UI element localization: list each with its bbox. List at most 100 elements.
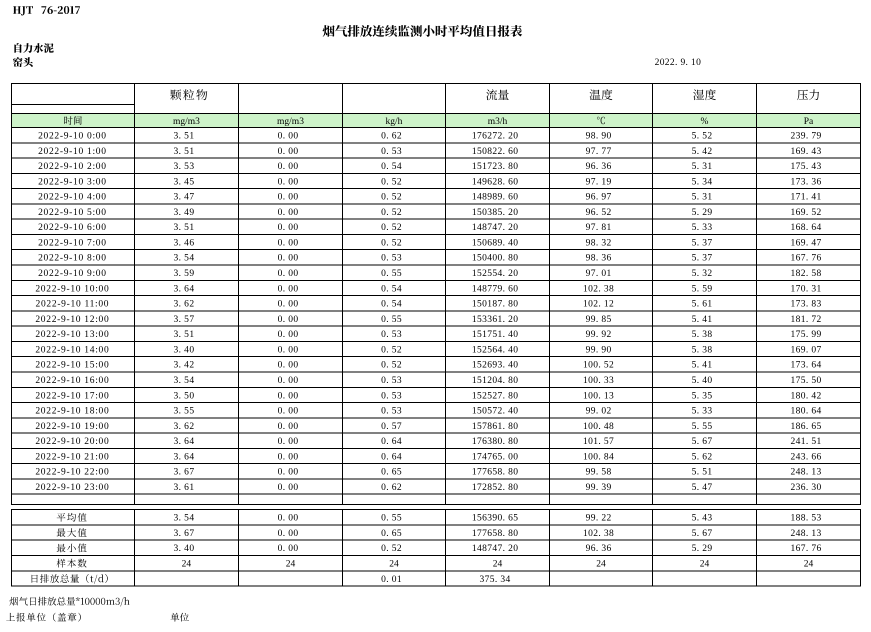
svg-text:243. 66: 243. 66 — [791, 452, 822, 462]
svg-text:5. 37: 5. 37 — [692, 238, 713, 248]
svg-text:Pa: Pa — [804, 117, 814, 127]
svg-text:3. 57: 3. 57 — [174, 315, 195, 325]
svg-text:100. 52: 100. 52 — [583, 361, 614, 371]
svg-text:2022-9-10 2:00: 2022-9-10 2:00 — [38, 162, 107, 172]
svg-text:175. 99: 175. 99 — [791, 330, 822, 340]
svg-text:173. 36: 173. 36 — [791, 177, 822, 187]
svg-text:175. 50: 175. 50 — [791, 376, 822, 386]
svg-text:173. 64: 173. 64 — [791, 361, 822, 371]
svg-text:248. 13: 248. 13 — [791, 468, 822, 478]
svg-text:5. 41: 5. 41 — [692, 361, 713, 371]
svg-text:102. 38: 102. 38 — [583, 529, 614, 539]
svg-text:97. 81: 97. 81 — [586, 223, 612, 233]
svg-text:99. 22: 99. 22 — [586, 514, 612, 524]
svg-text:5. 43: 5. 43 — [692, 514, 713, 524]
svg-text:99. 39: 99. 39 — [586, 483, 612, 493]
svg-text:0. 55: 0. 55 — [381, 269, 402, 279]
svg-text:150187. 80: 150187. 80 — [472, 300, 519, 310]
svg-text:3. 67: 3. 67 — [174, 468, 195, 478]
svg-text:3. 40: 3. 40 — [174, 345, 195, 355]
svg-text:m3/h: m3/h — [488, 117, 508, 127]
svg-text:2022. 9. 10: 2022. 9. 10 — [655, 58, 702, 68]
svg-text:2022-9-10 3:00: 2022-9-10 3:00 — [38, 177, 107, 187]
svg-text:98. 90: 98. 90 — [586, 131, 612, 141]
svg-text:5. 67: 5. 67 — [692, 529, 713, 539]
svg-text:3. 50: 3. 50 — [174, 391, 195, 401]
svg-text:3. 51: 3. 51 — [174, 131, 195, 141]
svg-text:0. 00: 0. 00 — [278, 544, 299, 554]
svg-text:kg/h: kg/h — [386, 117, 403, 127]
svg-text:3. 51: 3. 51 — [174, 147, 195, 157]
svg-text:173. 83: 173. 83 — [791, 300, 822, 310]
svg-text:0. 65: 0. 65 — [381, 529, 402, 539]
svg-text:%: % — [701, 117, 709, 127]
svg-text:100. 13: 100. 13 — [583, 391, 614, 401]
svg-text:2022-9-10 23:00: 2022-9-10 23:00 — [35, 483, 109, 493]
svg-text:99. 02: 99. 02 — [586, 407, 612, 417]
svg-text:97. 77: 97. 77 — [586, 147, 612, 157]
svg-text:0. 55: 0. 55 — [381, 514, 402, 524]
svg-text:3. 54: 3. 54 — [174, 514, 195, 524]
svg-text:175. 43: 175. 43 — [791, 162, 822, 172]
svg-text:102. 38: 102. 38 — [583, 284, 614, 294]
svg-text:148747. 20: 148747. 20 — [472, 223, 519, 233]
svg-text:151723. 80: 151723. 80 — [472, 162, 519, 172]
svg-text:5. 38: 5. 38 — [692, 330, 713, 340]
svg-text:5. 52: 5. 52 — [692, 131, 713, 141]
svg-text:0. 52: 0. 52 — [381, 345, 402, 355]
svg-text:24: 24 — [182, 560, 192, 570]
svg-text:5. 51: 5. 51 — [692, 468, 713, 478]
svg-text:2022-9-10 13:00: 2022-9-10 13:00 — [35, 330, 109, 340]
svg-text:0. 00: 0. 00 — [278, 315, 299, 325]
svg-text:100. 33: 100. 33 — [583, 376, 614, 386]
svg-text:151751. 40: 151751. 40 — [472, 330, 519, 340]
svg-text:169. 52: 169. 52 — [791, 208, 822, 218]
svg-text:0. 53: 0. 53 — [381, 330, 402, 340]
svg-text:2022-9-10 8:00: 2022-9-10 8:00 — [38, 254, 107, 264]
svg-text:0. 52: 0. 52 — [381, 208, 402, 218]
svg-text:0. 65: 0. 65 — [381, 468, 402, 478]
svg-text:0. 00: 0. 00 — [278, 361, 299, 371]
svg-text:0. 00: 0. 00 — [278, 254, 299, 264]
svg-text:168. 64: 168. 64 — [791, 223, 822, 233]
svg-text:3. 64: 3. 64 — [174, 437, 195, 447]
svg-text:5. 61: 5. 61 — [692, 300, 713, 310]
svg-text:0. 00: 0. 00 — [278, 345, 299, 355]
svg-text:3. 59: 3. 59 — [174, 269, 195, 279]
svg-text:3. 51: 3. 51 — [174, 223, 195, 233]
svg-text:100. 84: 100. 84 — [583, 452, 614, 462]
svg-text:375. 34: 375. 34 — [480, 575, 511, 585]
svg-text:2022-9-10 0:00: 2022-9-10 0:00 — [38, 131, 107, 141]
svg-text:97. 19: 97. 19 — [586, 177, 612, 187]
svg-text:3. 55: 3. 55 — [174, 407, 195, 417]
svg-text:177658. 80: 177658. 80 — [472, 529, 519, 539]
svg-text:3. 62: 3. 62 — [174, 422, 195, 432]
svg-text:96. 52: 96. 52 — [586, 208, 612, 218]
svg-text:152554. 20: 152554. 20 — [472, 269, 519, 279]
svg-text:96. 97: 96. 97 — [586, 193, 612, 203]
svg-text:148989. 60: 148989. 60 — [472, 193, 519, 203]
svg-text:5. 34: 5. 34 — [692, 177, 713, 187]
svg-text:3. 42: 3. 42 — [174, 361, 195, 371]
svg-text:169. 07: 169. 07 — [791, 345, 822, 355]
svg-text:152564. 40: 152564. 40 — [472, 345, 519, 355]
svg-text:3. 64: 3. 64 — [174, 284, 195, 294]
svg-text:5. 62: 5. 62 — [692, 452, 713, 462]
svg-text:171. 41: 171. 41 — [791, 193, 822, 203]
svg-text:3. 61: 3. 61 — [174, 483, 195, 493]
svg-text:167. 76: 167. 76 — [791, 544, 822, 554]
svg-text:2022-9-10 15:00: 2022-9-10 15:00 — [35, 361, 109, 371]
svg-text:5. 42: 5. 42 — [692, 147, 713, 157]
svg-text:24: 24 — [389, 560, 399, 570]
svg-text:0. 55: 0. 55 — [381, 315, 402, 325]
svg-text:24: 24 — [804, 560, 814, 570]
svg-text:236. 30: 236. 30 — [791, 483, 822, 493]
svg-text:150822. 60: 150822. 60 — [472, 147, 519, 157]
svg-text:0. 54: 0. 54 — [381, 300, 402, 310]
svg-text:172852. 80: 172852. 80 — [472, 483, 519, 493]
svg-text:5. 47: 5. 47 — [692, 483, 713, 493]
svg-text:0. 00: 0. 00 — [278, 468, 299, 478]
svg-text:0. 00: 0. 00 — [278, 177, 299, 187]
svg-text:2022-9-10 6:00: 2022-9-10 6:00 — [38, 223, 107, 233]
svg-text:5. 40: 5. 40 — [692, 376, 713, 386]
